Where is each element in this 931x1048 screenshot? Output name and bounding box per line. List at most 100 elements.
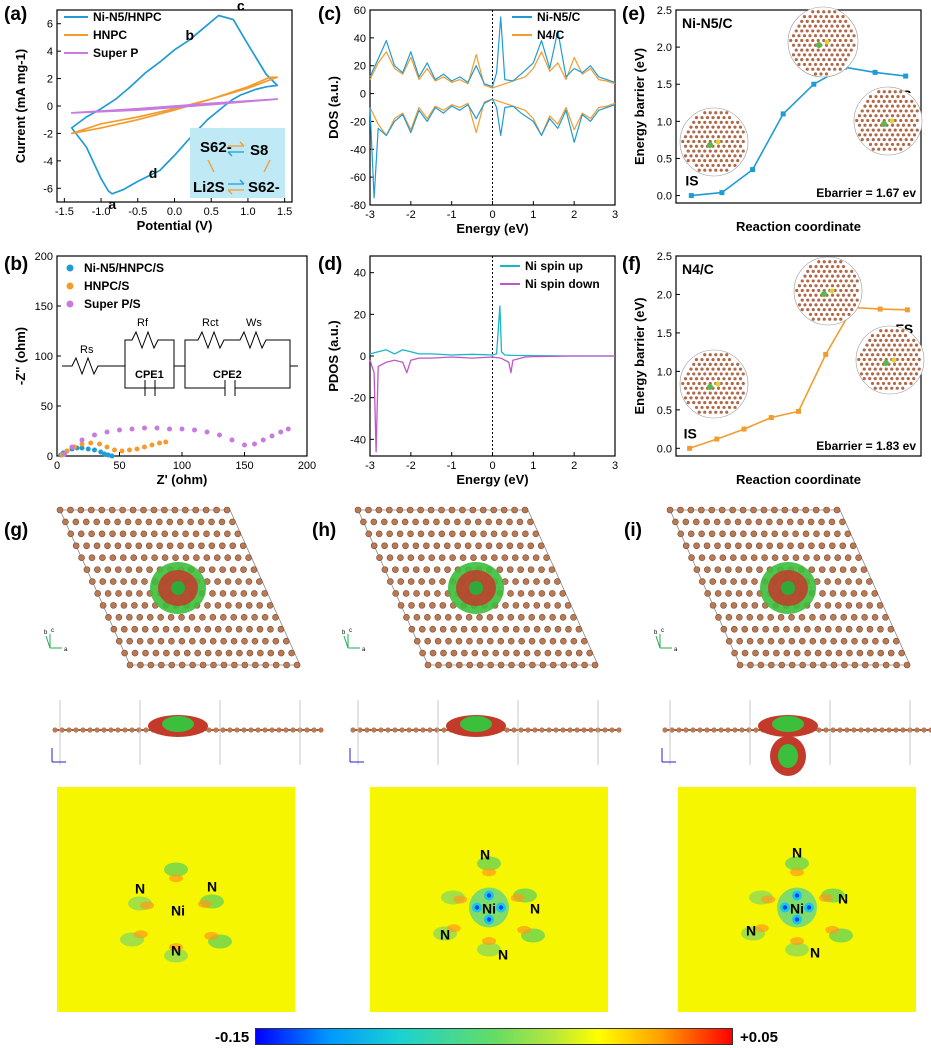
- atom: [703, 111, 707, 115]
- atom: [841, 303, 846, 307]
- carbon-atom: [501, 530, 508, 538]
- carbon-atom: [192, 530, 200, 538]
- atom: [884, 338, 888, 342]
- carbon-atom: [837, 727, 843, 733]
- atom: [912, 114, 917, 118]
- carbon-atom: [532, 530, 540, 538]
- carbon-atom: [666, 506, 674, 514]
- carbon-atom: [235, 625, 243, 633]
- adsorbate: [889, 118, 895, 124]
- atom: [828, 308, 832, 312]
- carbon-atom: [88, 530, 95, 538]
- x-axis-label-f: Reaction coordinate: [736, 472, 861, 487]
- atom: [896, 123, 900, 127]
- atom: [808, 24, 812, 28]
- carbon-atom: [734, 518, 742, 526]
- carbon-atom: [824, 602, 832, 609]
- eis-point: [104, 444, 110, 450]
- atom: [800, 298, 804, 302]
- y-tick-label-c: -40: [350, 144, 366, 156]
- atom: [877, 128, 881, 132]
- atom: [725, 391, 729, 395]
- atom: [873, 377, 877, 381]
- atom: [841, 62, 845, 67]
- y-tick-label-f: 0.5: [657, 405, 672, 417]
- atom: [813, 72, 818, 76]
- eis-point: [117, 427, 122, 433]
- carbon-atom: [834, 530, 841, 538]
- structure-ts-e: [787, 6, 859, 78]
- atom: [808, 62, 812, 67]
- atom: [808, 284, 813, 288]
- carbon-atom: [840, 614, 848, 621]
- carbon-atom: [534, 649, 541, 657]
- barrier-title-f: N4/C: [682, 261, 714, 277]
- atom: [838, 67, 842, 71]
- atom: [866, 109, 870, 113]
- atom: [868, 357, 872, 362]
- carbon-atom: [277, 649, 285, 657]
- carbon-atom: [523, 602, 530, 609]
- carbon-atom: [819, 614, 827, 621]
- atom-label: Ni: [482, 901, 496, 917]
- carbon-atom: [846, 649, 853, 657]
- carbon-atom: [440, 649, 447, 657]
- atom: [914, 362, 919, 366]
- atom: [912, 104, 917, 108]
- atom: [727, 163, 732, 168]
- carbon-atom: [760, 506, 768, 514]
- x-axis-label-e: Reaction coordinate: [736, 219, 861, 234]
- carbon-atom: [532, 727, 538, 733]
- carbon-atom: [318, 727, 324, 733]
- carbon-atom: [766, 542, 773, 550]
- atom: [797, 34, 801, 38]
- carbon-atom: [235, 578, 242, 585]
- carbon-atom: [115, 637, 123, 645]
- adsorbate: [707, 142, 713, 148]
- carbon-atom: [464, 542, 472, 550]
- carbon-atom: [124, 518, 132, 526]
- carbon-atom: [413, 727, 419, 733]
- carbon-atom: [861, 637, 869, 645]
- carbon-atom: [240, 614, 248, 621]
- atom: [846, 24, 851, 28]
- carbon-atom: [507, 614, 515, 621]
- density-lobe: [790, 937, 804, 946]
- y-axis-label-e: Energy barrier (eV): [632, 48, 647, 165]
- state-label: IS: [685, 173, 698, 189]
- carbon-atom: [115, 614, 123, 621]
- slab-top-view: ab c: [342, 506, 622, 765]
- atom: [903, 333, 908, 338]
- carbon-atom: [719, 530, 726, 538]
- density-lobe: [477, 942, 501, 957]
- atom: [692, 391, 696, 395]
- carbon-atom: [94, 566, 101, 573]
- atom: [836, 274, 840, 278]
- carbon-atom: [533, 625, 541, 633]
- carbon-atom: [609, 727, 615, 733]
- atom: [824, 53, 829, 57]
- atom: [899, 147, 903, 151]
- atom: [844, 58, 848, 62]
- carbon-atom: [140, 554, 148, 561]
- atom: [716, 377, 721, 381]
- carbon-atom: [140, 506, 147, 514]
- density-core: [486, 917, 492, 922]
- carbon-atom: [506, 518, 513, 526]
- atom: [817, 288, 821, 293]
- carbon-atom: [532, 554, 540, 561]
- barrier-point: [796, 408, 801, 414]
- atom: [817, 308, 821, 312]
- atom: [727, 154, 732, 158]
- atom: [800, 19, 804, 23]
- carbon-atom: [385, 727, 391, 733]
- atom: [797, 293, 802, 297]
- atom: [692, 159, 696, 163]
- circuit-label: Rct: [202, 317, 219, 329]
- carbon-atom: [756, 566, 763, 573]
- atom: [733, 377, 737, 381]
- carbon-atom: [370, 518, 378, 526]
- y-tick-label-c: -20: [350, 116, 366, 128]
- atom: [844, 288, 848, 293]
- atom: [703, 168, 707, 172]
